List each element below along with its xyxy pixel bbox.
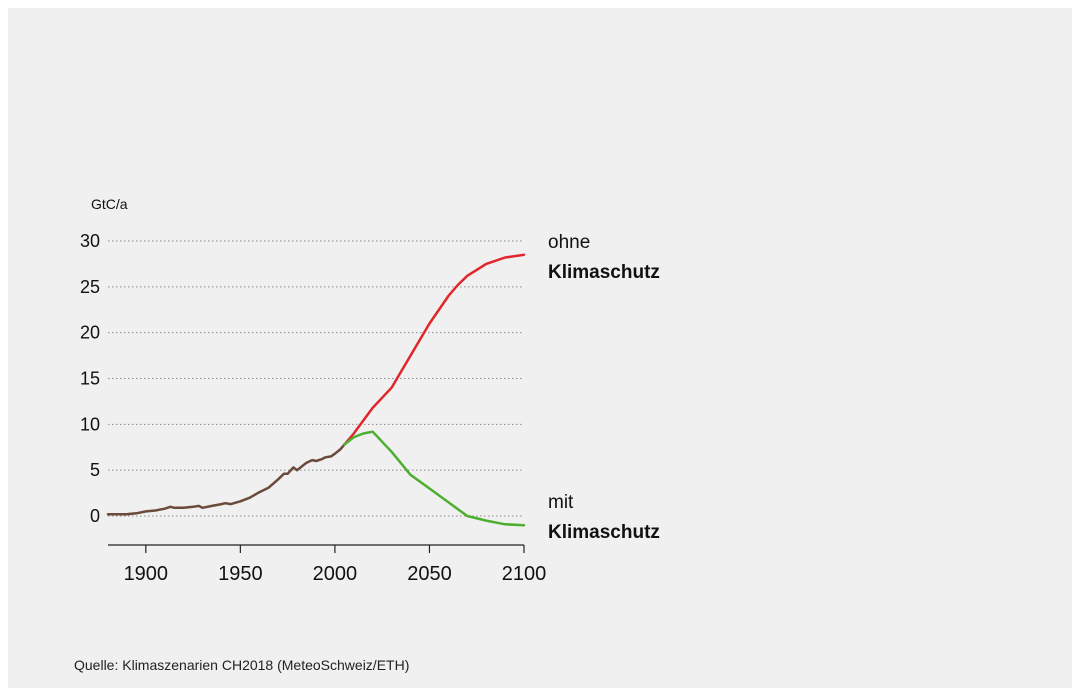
series-line-mit-klimaschutz	[343, 430, 526, 527]
source-note: Quelle: Klimaszenarien CH2018 (MeteoSchw…	[74, 657, 410, 673]
series-line-historical	[106, 443, 346, 516]
y-tick-label: 5	[90, 460, 100, 480]
series-layer	[106, 253, 526, 527]
series-label-mit-line2: Klimaschutz	[548, 522, 660, 543]
x-tick-label: 2000	[313, 563, 358, 585]
y-axis-label: GtC/a	[91, 196, 128, 212]
x-tick-label: 2100	[502, 563, 547, 585]
series-label-mit-line1: mit	[548, 492, 574, 513]
x-tick-label: 1900	[124, 563, 169, 585]
y-tick-label: 20	[80, 323, 100, 343]
y-tick-label: 10	[80, 414, 100, 434]
y-tick-label: 25	[80, 277, 100, 297]
x-tick-label: 2050	[407, 563, 452, 585]
x-tick-label: 1950	[218, 563, 263, 585]
grid-layer	[108, 240, 524, 517]
series-label-ohne-line1: ohne	[548, 232, 590, 253]
y-tick-label: 15	[80, 369, 100, 389]
series-label-ohne-line2: Klimaschutz	[548, 262, 660, 283]
y-tick-label: 30	[80, 231, 100, 251]
y-tick-label: 0	[90, 506, 100, 526]
y-tick-labels: 0 5 10 15 20 25 30	[80, 231, 100, 526]
x-tick-labels: 1900 1950 2000 2050 2100	[124, 545, 547, 585]
series-line-ohne-klimaschutz	[343, 253, 526, 446]
chart-panel: GtC/a 0 5 10 15 20 25 30 1900 1950 2000 2050 2100 …	[8, 8, 1072, 688]
